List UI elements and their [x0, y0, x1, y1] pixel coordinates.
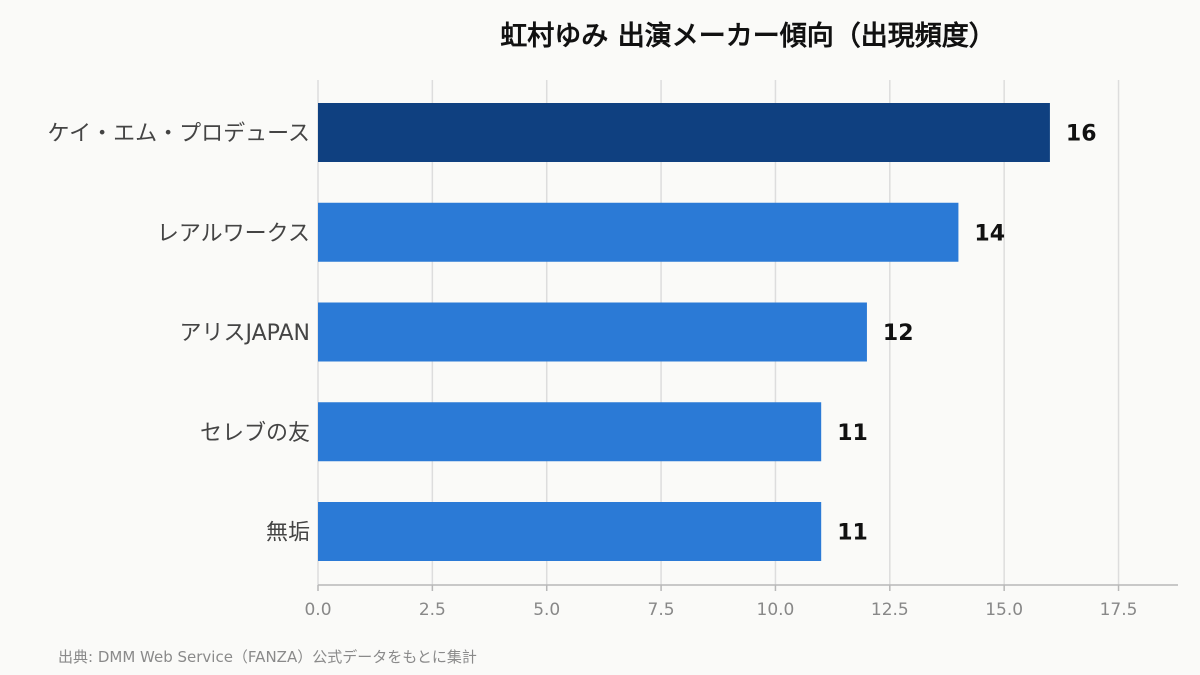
- bars: [318, 103, 1050, 561]
- bar: [318, 302, 867, 362]
- value-label: 11: [837, 421, 868, 446]
- x-tick-label: 7.5: [648, 600, 675, 620]
- value-label: 11: [837, 521, 868, 546]
- value-label: 16: [1066, 122, 1097, 147]
- category-label: ケイ・エム・プロデュース: [48, 122, 310, 147]
- category-label: セレブの友: [200, 421, 310, 446]
- x-tick-label: 15.0: [985, 600, 1023, 620]
- x-axis: 0.0 2.5 5.0 7.5 10.0 12.5 15.0 17.5: [304, 584, 1178, 620]
- category-label: 無垢: [266, 521, 310, 546]
- x-tick-label: 5.0: [533, 600, 560, 620]
- bar: [318, 103, 1050, 162]
- category-label: アリスJAPAN: [179, 321, 310, 346]
- chart-title: 虹村ゆみ 出演メーカー傾向（出現頻度）: [500, 21, 996, 52]
- category-label: レアルワークス: [157, 221, 310, 246]
- labels: ケイ・エム・プロデュース 16 レアルワークス 14 アリスJAPAN 12 セレブの友 11…: [48, 122, 1097, 546]
- bar: [318, 402, 822, 462]
- x-tick-label: 12.5: [871, 600, 909, 620]
- x-tick-label: 17.5: [1100, 600, 1138, 620]
- x-tick-label: 10.0: [757, 600, 795, 620]
- bar: [318, 202, 959, 262]
- x-tick-label: 2.5: [419, 600, 446, 620]
- x-tick-label: 0.0: [304, 600, 331, 620]
- source-note: 出典: DMM Web Service（FANZA）公式データをもとに集計: [58, 648, 477, 666]
- value-label: 12: [883, 321, 914, 346]
- bar: [318, 502, 822, 561]
- value-label: 14: [974, 221, 1005, 246]
